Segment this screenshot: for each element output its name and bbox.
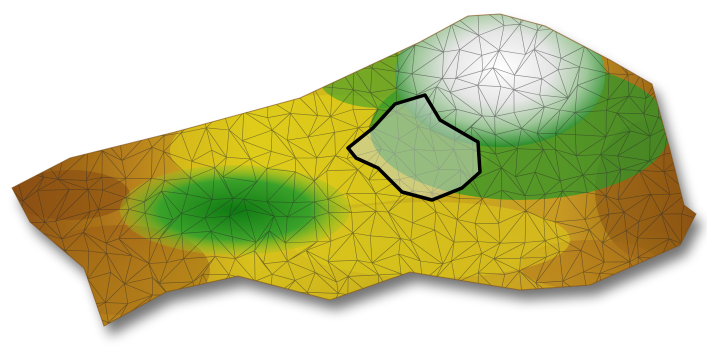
low-area-edge bbox=[12, 170, 130, 220]
highlighted-polygon bbox=[346, 93, 482, 202]
surface-outline bbox=[11, 13, 697, 327]
